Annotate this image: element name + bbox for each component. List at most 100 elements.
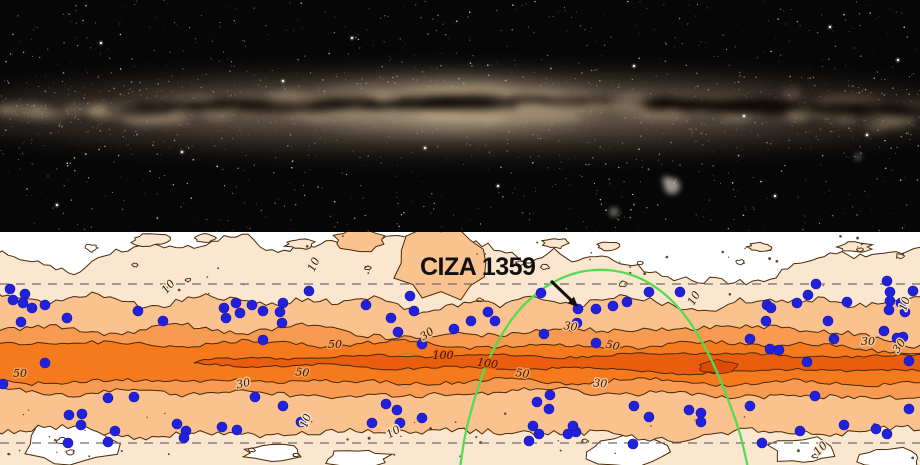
cluster-dot [572, 303, 584, 315]
cluster-dot [7, 294, 19, 306]
contour-value-label: 30 [563, 319, 579, 334]
cluster-dot [881, 275, 893, 287]
cluster-dot [878, 325, 890, 337]
cluster-dot [218, 302, 230, 314]
cluster-dot [231, 424, 243, 436]
cluster-dot [744, 400, 756, 412]
contour-value-label: 10 [297, 412, 314, 430]
cluster-dot [39, 357, 51, 369]
cluster-dot [220, 312, 232, 324]
cluster-dot [903, 355, 915, 367]
contour-value-label: 50 [605, 338, 621, 354]
cluster-dot [380, 398, 392, 410]
cluster-dot [277, 400, 289, 412]
cluster-dot [15, 316, 27, 328]
cluster-dot [801, 356, 813, 368]
ciza-annotation-label: CIZA 1359 [420, 253, 536, 281]
speckle-layer [7, 234, 915, 460]
cluster-dot [695, 407, 707, 419]
mini-contour-squiggle [856, 247, 865, 253]
milky-way-panel [0, 0, 920, 232]
cluster-dot [523, 435, 535, 447]
cluster-dot [567, 420, 579, 432]
cluster-dot [590, 337, 602, 349]
magellanic-cloud-blob [609, 207, 619, 217]
contour-value-label: 30 [861, 335, 875, 348]
cluster-dot [535, 287, 547, 299]
cluster-dot [385, 312, 397, 324]
cluster-dot [102, 436, 114, 448]
milky-way-image [0, 0, 920, 232]
magellanic-cloud-blob [854, 153, 862, 161]
cluster-dot [643, 286, 655, 298]
survey-boundary-curve [459, 268, 749, 465]
cluster-dot [571, 317, 583, 329]
cluster-dot [448, 323, 460, 335]
cluster-dot [822, 315, 834, 327]
cluster-dot [870, 423, 882, 435]
cluster-dot [109, 425, 121, 437]
cluster-dot [76, 408, 88, 420]
cluster-dot [404, 290, 416, 302]
cluster-dot [39, 299, 51, 311]
cluster-dot [17, 297, 29, 309]
cluster-dot [828, 333, 840, 345]
cluster-dot [178, 432, 190, 444]
cluster-dot [543, 403, 555, 415]
light-orange-island [332, 232, 386, 253]
mini-contour-squiggle [539, 263, 551, 270]
cluster-dot [809, 390, 821, 402]
cluster-dot [295, 416, 307, 428]
mini-contour-squiggle [131, 262, 139, 268]
cluster-dot [274, 306, 286, 318]
cluster-dot [465, 315, 477, 327]
mini-contour-squiggle [363, 264, 372, 271]
cluster-dot [19, 288, 31, 300]
cluster-dot [416, 338, 428, 350]
cluster-dot [607, 300, 619, 312]
cluster-dot [366, 417, 378, 429]
cluster-dot [394, 417, 406, 429]
mini-contour-squiggle [65, 449, 76, 456]
mini-contour-squiggle [618, 280, 628, 288]
cluster-dot [683, 404, 695, 416]
mini-contour-squiggle [811, 453, 820, 459]
cluster-dot [899, 306, 911, 318]
mini-contour-squiggle [514, 260, 526, 267]
cluster-dot [303, 285, 315, 297]
cluster-dot [903, 403, 915, 415]
cluster-dots-layer [0, 275, 919, 450]
cluster-dot [277, 297, 289, 309]
galactic-band-glow [0, 73, 920, 153]
contour-value-label: 30 [235, 376, 251, 392]
cluster-dot [360, 299, 372, 311]
cluster-dot [810, 278, 822, 290]
mini-contour-squiggle [735, 259, 746, 266]
light-orange-island [393, 232, 487, 301]
contour-value-label: 50 [295, 365, 310, 379]
contour-value-label: 100 [433, 349, 454, 362]
cluster-dot [881, 428, 893, 440]
contour-value-label: 30 [593, 377, 608, 391]
contour-core-dark-blob [698, 359, 739, 375]
cluster-dot [234, 307, 246, 319]
ciza-arrowhead-icon [567, 296, 579, 307]
contour-region-100 [193, 352, 920, 376]
cluster-dot [128, 391, 140, 403]
cream-island [745, 241, 773, 253]
cluster-dot [157, 315, 169, 327]
cluster-dot [75, 419, 87, 431]
cluster-dot [391, 404, 403, 416]
contour-value-label: 50 [13, 367, 27, 380]
white-gap-blob [325, 449, 394, 465]
cluster-dot [621, 296, 633, 308]
cluster-dot [794, 425, 806, 437]
galactic-band-texture [0, 83, 920, 133]
mini-contour-squiggle [581, 438, 589, 444]
cluster-dot [249, 391, 261, 403]
magellanic-clouds [609, 153, 862, 217]
cluster-dot [695, 416, 707, 428]
cluster-dot [62, 437, 74, 449]
